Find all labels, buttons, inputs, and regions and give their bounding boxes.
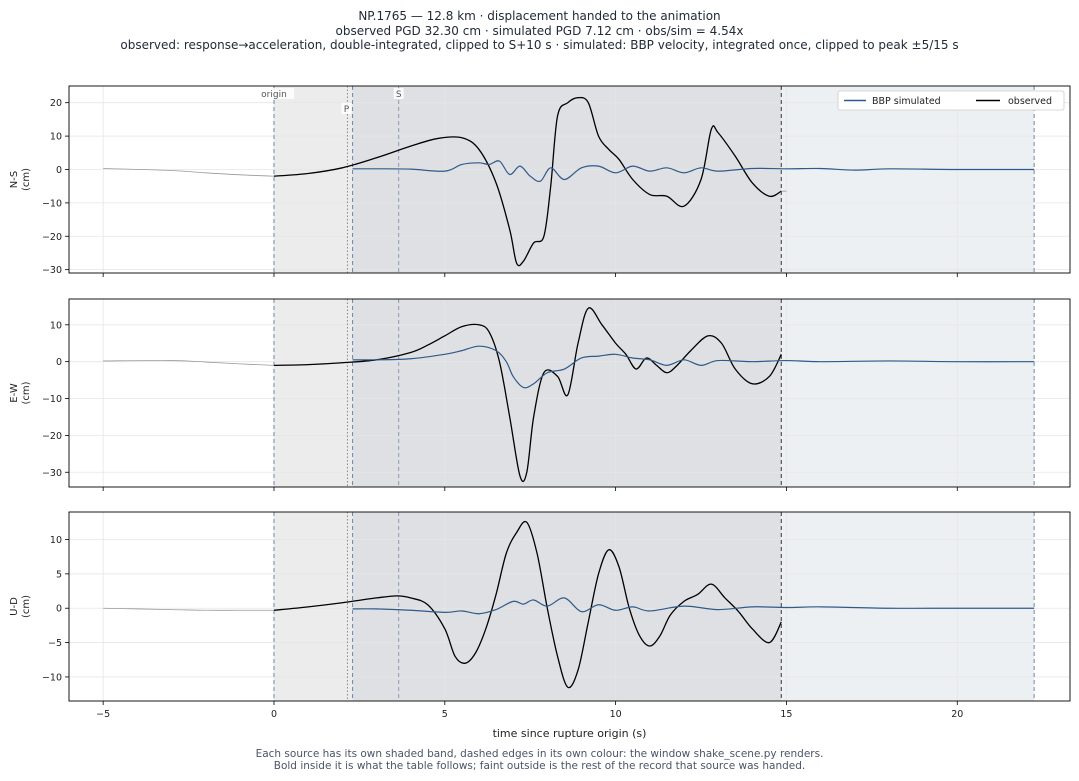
x-tick-label: 10	[610, 709, 622, 720]
caption-line-1: Each source has its own shaded band, das…	[255, 748, 824, 760]
p-label: P	[344, 105, 350, 115]
caption-line-2: Bold inside it is what the table follows…	[273, 760, 806, 772]
legend-simulated-label: BBP simulated	[872, 96, 941, 107]
panel-2: −30 −20 −10 0 10 E-W (cm)	[9, 298, 1071, 491]
faint-series-line	[103, 168, 274, 177]
y-tick-label: 5	[56, 569, 62, 580]
legend-observed-label: observed	[1008, 96, 1052, 107]
s-label-bg	[393, 88, 404, 99]
y-axis-unit: (cm)	[21, 168, 32, 191]
y-axis-unit: (cm)	[21, 595, 32, 618]
y-tick-label: −5	[48, 638, 62, 649]
panel-frame	[68, 511, 1071, 702]
observed-series-line	[273, 307, 782, 483]
y-axis-label: N-S	[9, 171, 20, 188]
y-tick-label: −30	[42, 468, 62, 479]
y-tick-label: −20	[42, 232, 62, 243]
pre-window-band	[273, 299, 353, 487]
observed-window-band	[352, 86, 782, 273]
legend: BBP simulated observed	[837, 90, 1065, 111]
faint-series-line	[103, 607, 274, 611]
x-tick-label: −5	[96, 709, 110, 720]
s-label: S	[396, 90, 402, 100]
x-tick-label: 15	[780, 709, 792, 720]
x-tick-label: 0	[271, 709, 277, 720]
origin-label: origin	[261, 90, 287, 100]
x-tick-label: 20	[951, 709, 963, 720]
y-tick-label: −20	[42, 431, 62, 442]
y-tick-label: 0	[56, 357, 62, 368]
pre-window-band	[273, 86, 353, 273]
panel-frame	[68, 298, 1071, 488]
simulated-window-band	[781, 86, 1035, 273]
y-tick-label: 0	[56, 604, 62, 615]
panel-frame	[68, 85, 1071, 274]
p-label-bg	[341, 103, 352, 114]
title-line-3: observed: response→acceleration, double-…	[120, 38, 959, 52]
y-axis-unit: (cm)	[21, 381, 32, 404]
y-axis-label: E-W	[9, 383, 20, 403]
y-tick-label: −10	[42, 198, 62, 209]
observed-window-band	[352, 512, 782, 701]
observed-window-band	[352, 299, 782, 487]
y-tick-label: 10	[50, 535, 62, 546]
title-line-1: NP.1765 — 12.8 km · displacement handed …	[358, 9, 721, 23]
faint-series-line	[103, 360, 274, 366]
y-tick-label: 20	[50, 98, 62, 109]
simulated-series-line	[352, 160, 1035, 183]
panel-3: −10 −5 0 5 10 −5 0 5 10 15 20 U-D (cm)	[9, 511, 1071, 720]
panel-1: −30 −20 −10 0 10 20 N-S (cm) origin P S BBP simulat…	[9, 85, 1071, 277]
simulated-series-line	[352, 597, 1035, 615]
simulated-window-band	[781, 299, 1035, 487]
y-axis-label: U-D	[9, 597, 20, 616]
observed-series-line	[273, 96, 782, 267]
x-tick-label: 5	[442, 709, 448, 720]
y-tick-label: 10	[50, 132, 62, 143]
simulated-series-line	[352, 345, 1035, 389]
legend-box	[837, 90, 1065, 111]
y-tick-label: −10	[42, 672, 62, 683]
observed-series-line	[273, 520, 782, 689]
x-axis-label: time since rupture origin (s)	[493, 727, 647, 740]
title-line-2: observed PGD 32.30 cm · simulated PGD 7.…	[335, 23, 744, 38]
origin-label-bg	[253, 88, 294, 99]
y-tick-label: 10	[50, 320, 62, 331]
y-tick-label: −30	[42, 265, 62, 276]
y-tick-label: −10	[42, 394, 62, 405]
y-tick-label: 0	[56, 165, 62, 176]
